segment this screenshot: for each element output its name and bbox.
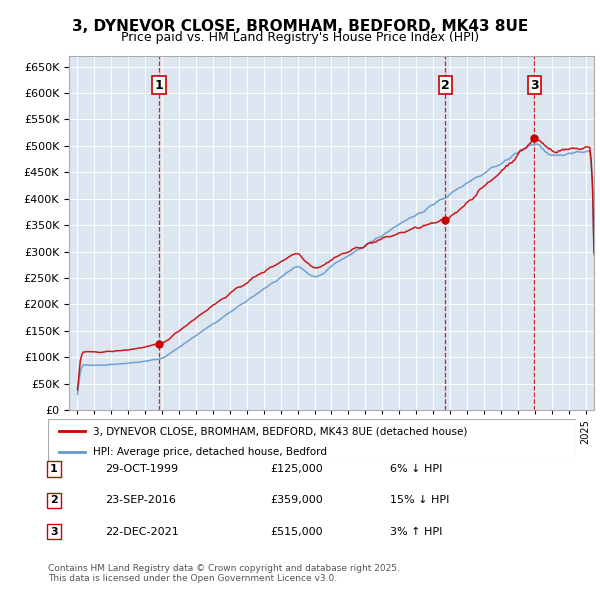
Text: 3: 3 — [530, 78, 539, 91]
Text: 15% ↓ HPI: 15% ↓ HPI — [390, 496, 449, 505]
Text: 2: 2 — [50, 496, 58, 505]
Text: 22-DEC-2021: 22-DEC-2021 — [105, 527, 179, 536]
Text: 3% ↑ HPI: 3% ↑ HPI — [390, 527, 442, 536]
Text: 1: 1 — [155, 78, 164, 91]
Text: 3, DYNEVOR CLOSE, BROMHAM, BEDFORD, MK43 8UE: 3, DYNEVOR CLOSE, BROMHAM, BEDFORD, MK43… — [72, 19, 528, 34]
FancyBboxPatch shape — [48, 419, 576, 463]
Text: £125,000: £125,000 — [270, 464, 323, 474]
Text: 1: 1 — [50, 464, 58, 474]
Text: HPI: Average price, detached house, Bedford: HPI: Average price, detached house, Bedf… — [93, 447, 327, 457]
Text: 23-SEP-2016: 23-SEP-2016 — [105, 496, 176, 505]
Text: Price paid vs. HM Land Registry's House Price Index (HPI): Price paid vs. HM Land Registry's House … — [121, 31, 479, 44]
Text: 29-OCT-1999: 29-OCT-1999 — [105, 464, 178, 474]
Text: £515,000: £515,000 — [270, 527, 323, 536]
Text: 3: 3 — [50, 527, 58, 536]
Text: 3, DYNEVOR CLOSE, BROMHAM, BEDFORD, MK43 8UE (detached house): 3, DYNEVOR CLOSE, BROMHAM, BEDFORD, MK43… — [93, 427, 467, 436]
Text: 2: 2 — [441, 78, 450, 91]
Text: Contains HM Land Registry data © Crown copyright and database right 2025.
This d: Contains HM Land Registry data © Crown c… — [48, 563, 400, 583]
Text: 6% ↓ HPI: 6% ↓ HPI — [390, 464, 442, 474]
Text: £359,000: £359,000 — [270, 496, 323, 505]
